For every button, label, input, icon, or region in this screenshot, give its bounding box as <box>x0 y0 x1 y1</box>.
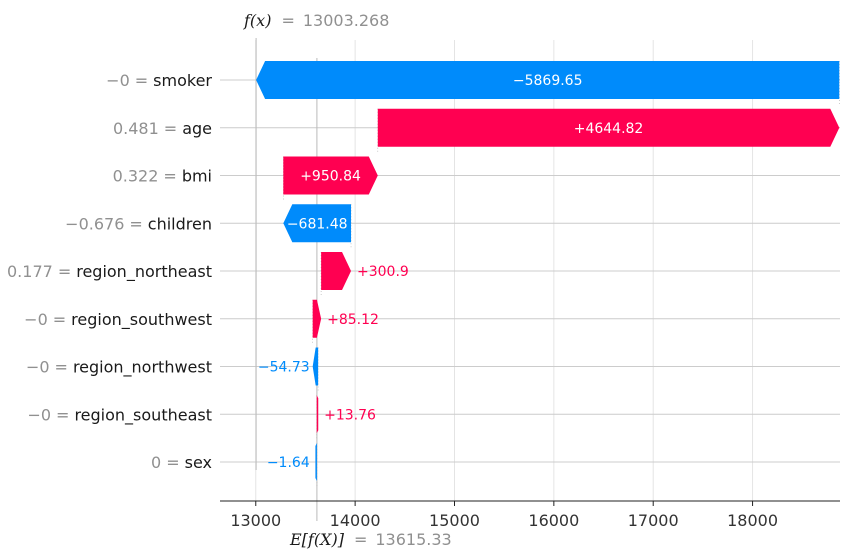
bar-sex <box>315 443 317 481</box>
feature-equals-region_southwest: = <box>53 310 66 329</box>
x-tick-label-15000: 15000 <box>429 511 480 530</box>
feature-name-sex: sex <box>185 453 212 472</box>
bar-children <box>283 204 352 243</box>
x-tick-label-17000: 17000 <box>628 511 679 530</box>
x-axis: 13000 14000 15000 16000 17000 18000 <box>220 500 840 530</box>
feature-equals-sex: = <box>166 453 179 472</box>
bar-label-region_southeast: +13.76 <box>324 407 376 423</box>
feature-name-region_northwest: region_northwest <box>73 358 212 378</box>
feature-label-region_northwest: −0 = region_northwest <box>26 358 212 378</box>
feature-equals-region_southeast: = <box>56 405 69 424</box>
bar-age <box>377 108 840 147</box>
bar-region_northeast <box>321 252 352 290</box>
output-equals: = <box>281 11 294 30</box>
feature-label-sex: 0 = sex <box>151 453 212 472</box>
feature-value-bmi: 0.322 <box>113 167 159 186</box>
bar-label-smoker: −5869.65 <box>513 73 583 89</box>
bar-region_southwest <box>312 299 322 338</box>
feature-equals-bmi: = <box>163 167 176 186</box>
output-value-annotation: f(x) = 13003.268 <box>243 11 389 30</box>
feature-value-smoker: −0 <box>106 71 130 90</box>
output-label: f(x) <box>243 11 271 30</box>
feature-equals-smoker: = <box>135 71 148 90</box>
bar-label-sex: −1.64 <box>267 455 310 471</box>
bar-label-children: −681.48 <box>287 216 348 232</box>
bar-label-region_northeast: +300.9 <box>357 264 409 280</box>
labels-layer: −5869.65 −0 = smoker +4644.82 0.481 = age +950.8… <box>7 71 643 472</box>
feature-label-age: 0.481 = age <box>113 119 212 138</box>
feature-name-children: children <box>148 214 212 233</box>
feature-name-age: age <box>182 119 212 138</box>
base-equals: = <box>354 530 367 549</box>
bar-label-bmi: +950.84 <box>300 169 361 185</box>
feature-label-bmi: 0.322 = bmi <box>113 167 212 186</box>
bar-label-region_southwest: +85.12 <box>327 312 379 328</box>
bar-region_northwest <box>312 347 319 386</box>
base-label: E[f(X)] <box>289 530 345 549</box>
base-value-annotation: E[f(X)] = 13615.33 <box>289 530 452 549</box>
bar-label-region_northwest: −54.73 <box>258 360 310 376</box>
feature-equals-region_northeast: = <box>58 262 71 281</box>
feature-name-bmi: bmi <box>182 167 212 186</box>
feature-name-region_southwest: region_southwest <box>71 310 212 330</box>
feature-label-smoker: −0 = smoker <box>106 71 212 90</box>
feature-label-region_southwest: −0 = region_southwest <box>24 310 212 330</box>
feature-equals-region_northwest: = <box>55 358 68 377</box>
feature-value-region_northeast: 0.177 <box>7 262 53 281</box>
output-value: 13003.268 <box>303 11 390 30</box>
feature-equals-age: = <box>164 119 177 138</box>
feature-label-children: −0.676 = children <box>65 214 212 233</box>
feature-value-region_northwest: −0 <box>26 358 50 377</box>
bar-smoker <box>256 61 840 99</box>
bars-layer <box>256 61 840 481</box>
feature-equals-children: = <box>129 214 142 233</box>
feature-value-region_southwest: −0 <box>24 310 48 329</box>
bar-bmi <box>283 156 378 195</box>
x-tick-label-16000: 16000 <box>528 511 579 530</box>
feature-value-region_southeast: −0 <box>27 405 51 424</box>
x-tick-label-14000: 14000 <box>330 511 381 530</box>
x-tick-label-18000: 18000 <box>727 511 778 530</box>
feature-value-sex: 0 <box>151 453 161 472</box>
base-value: 13615.33 <box>375 530 451 549</box>
bar-region_southeast <box>316 395 319 434</box>
feature-value-children: −0.676 <box>65 214 124 233</box>
feature-name-smoker: smoker <box>153 71 212 90</box>
feature-label-region_northeast: 0.177 = region_northeast <box>7 262 212 282</box>
feature-name-region_northeast: region_northeast <box>76 262 212 282</box>
feature-name-region_southeast: region_southeast <box>74 405 212 425</box>
bar-label-age: +4644.82 <box>574 121 644 137</box>
feature-label-region_southeast: −0 = region_southeast <box>27 405 212 425</box>
x-tick-label-13000: 13000 <box>230 511 281 530</box>
feature-value-age: 0.481 <box>113 119 159 138</box>
